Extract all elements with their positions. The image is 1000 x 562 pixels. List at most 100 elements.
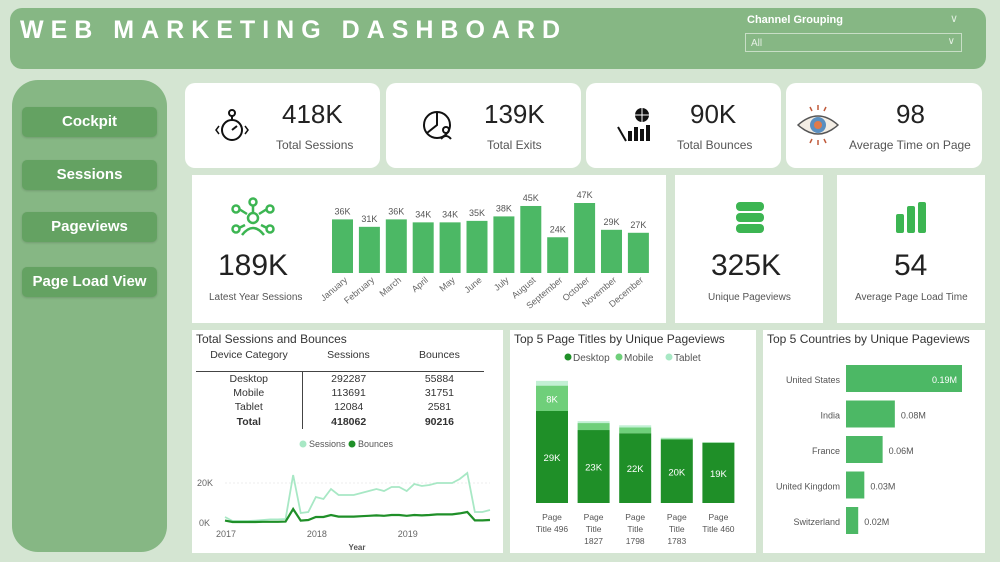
tablet-segment <box>577 421 610 424</box>
bar-value-label: 0.19M <box>932 375 957 385</box>
chevron-down-icon[interactable]: ∨ <box>950 13 959 25</box>
legend-marker <box>615 353 623 361</box>
country-label: France <box>812 446 840 456</box>
category-label: 1827 <box>584 536 603 546</box>
tablet-segment <box>660 437 693 439</box>
bar-value-label: 0.02M <box>864 517 889 527</box>
unique-pageviews-value: 325K <box>711 249 782 282</box>
month-bar <box>601 229 622 273</box>
table-cell: Total <box>196 414 303 429</box>
bar-chart-icon <box>896 202 926 233</box>
database-icon <box>736 202 764 233</box>
month-bar <box>412 222 434 273</box>
legend-marker <box>665 353 673 361</box>
nav-sessions-button[interactable]: Sessions <box>22 160 157 190</box>
slicer-label: Channel Grouping <box>747 14 843 26</box>
category-label: 1783 <box>667 536 686 546</box>
table-cell: 418062 <box>331 415 367 428</box>
kpi-average-time-on-page: 98 Average Time on Page <box>786 83 982 168</box>
kpi-total-bounces: 90K Total Bounces <box>586 83 781 168</box>
sessions-line <box>224 471 491 522</box>
legend-marker <box>564 353 572 361</box>
segment-label: 23K <box>585 463 603 474</box>
legend-label: Sessions <box>309 439 346 449</box>
legend-marker <box>299 440 307 448</box>
kpi-label: Total Bounces <box>677 138 753 152</box>
segment-label: 8K <box>546 394 558 405</box>
header-banner <box>10 8 986 69</box>
unique-pageviews-label: Unique Pageviews <box>708 292 791 303</box>
country-bar <box>846 507 859 534</box>
country-label: United Kingdom <box>776 482 840 492</box>
bar-value-label: 38K <box>496 203 512 213</box>
sessions-bounces-panel: Total Sessions and Bounces Device Catego… <box>192 330 503 553</box>
month-bar <box>627 232 649 273</box>
desktop-segment <box>577 430 610 503</box>
month-bar <box>439 222 461 273</box>
table-cell: 90216 <box>424 415 455 428</box>
month-label: April <box>410 275 430 294</box>
country-bar <box>846 365 962 392</box>
channel-grouping-dropdown[interactable]: All ∨ <box>745 33 962 52</box>
nav-pageviews-button[interactable]: Pageviews <box>22 212 157 242</box>
category-label: Title 496 <box>536 524 569 534</box>
tablet-segment <box>536 380 568 386</box>
x-tick-label: 2019 <box>398 529 418 539</box>
average-page-load-panel: 54 Average Page Load Time <box>837 175 985 323</box>
bar-value-label: 0.06M <box>889 446 914 456</box>
stopwatch-icon <box>215 109 249 141</box>
legend-marker <box>348 440 356 448</box>
table-cell: Mobile <box>196 385 303 400</box>
nav-cockpit-button[interactable]: Cockpit <box>22 107 157 137</box>
month-bar <box>520 205 542 273</box>
category-label: 1798 <box>626 536 645 546</box>
bounces-line <box>224 506 491 524</box>
table-cell: 113691 <box>331 386 366 399</box>
bar-value-label: 27K <box>630 220 646 230</box>
category-label: Page <box>667 512 687 522</box>
country-label: Switzerland <box>793 517 840 527</box>
bar-value-label: 34K <box>415 209 431 219</box>
kpi-value: 90K <box>690 99 737 129</box>
device-table: Device Category Sessions Bounces Desktop… <box>196 349 484 429</box>
table-row: Desktop 292287 55884 <box>196 371 484 386</box>
bar-value-label: 45K <box>523 193 539 203</box>
category-label: Title <box>669 524 685 534</box>
segment-label: 22K <box>627 464 645 475</box>
y-tick-label: 20K <box>197 478 213 488</box>
bar-value-label: 0.08M <box>901 411 926 421</box>
month-bar <box>385 219 407 273</box>
column-header: Sessions <box>327 349 370 361</box>
legend-label: Tablet <box>674 353 701 364</box>
table-cell: 292287 <box>331 372 367 385</box>
month-bar <box>358 226 380 273</box>
tablet-segment <box>619 425 652 428</box>
top-countries-panel: Top 5 Countries by Unique Pageviews Unit… <box>763 330 985 553</box>
x-tick-label: 2018 <box>307 529 327 539</box>
table-row: Mobile 113691 31751 <box>196 385 484 400</box>
bar-value-label: 36K <box>334 206 350 216</box>
legend-label: Desktop <box>573 353 610 364</box>
month-label: July <box>492 275 511 293</box>
panel-title: Top 5 Countries by Unique Pageviews <box>767 332 970 346</box>
month-bar <box>332 219 353 273</box>
kpi-value: 98 <box>896 99 925 129</box>
table-total-row: Total 418062 90216 <box>196 414 484 429</box>
segment-label: 20K <box>668 467 686 478</box>
month-bar <box>547 237 569 273</box>
kpi-label: Total Sessions <box>276 138 354 152</box>
latest-year-sessions-value: 189K <box>218 249 289 282</box>
month-label: June <box>462 275 483 295</box>
average-page-load-value: 54 <box>894 249 928 282</box>
category-label: Title <box>586 524 602 534</box>
bar-value-label: 47K <box>577 190 593 200</box>
x-axis-title: Year <box>349 543 366 552</box>
month-bar <box>466 220 488 273</box>
nav-page-load-view-button[interactable]: Page Load View <box>22 267 157 297</box>
country-bar <box>846 436 883 463</box>
table-cell: 2581 <box>427 401 452 414</box>
globe-chart-icon <box>617 108 650 142</box>
mobile-segment <box>660 438 693 440</box>
month-label: May <box>437 275 457 294</box>
sidebar <box>12 80 167 552</box>
